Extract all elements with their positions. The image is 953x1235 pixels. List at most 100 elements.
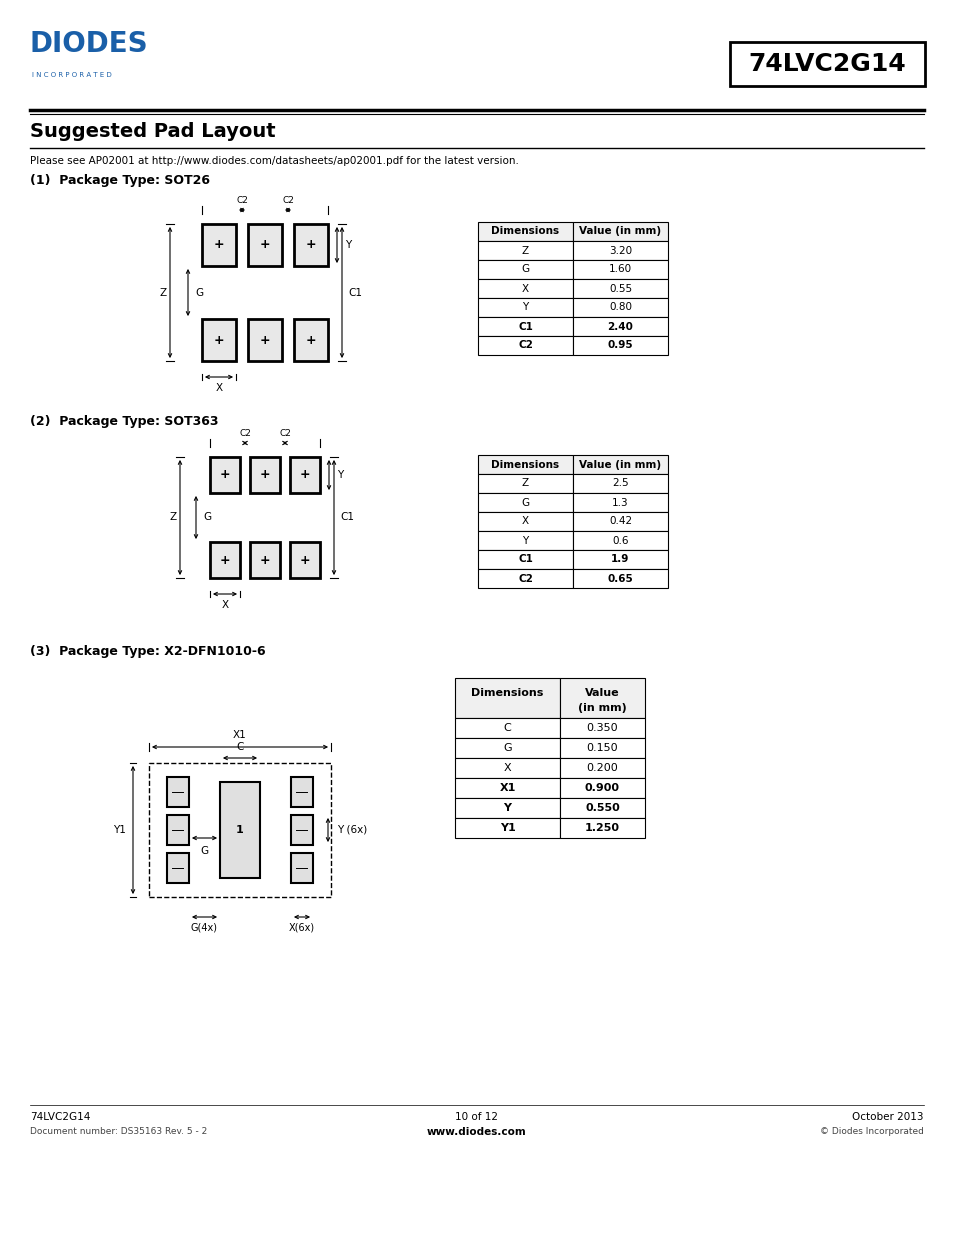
Text: X: X (521, 284, 529, 294)
Text: Suggested Pad Layout: Suggested Pad Layout (30, 122, 275, 141)
Bar (477, 493, 573, 513)
Text: Y1: Y1 (113, 825, 126, 835)
Bar (573, 298, 667, 317)
Bar (573, 454, 667, 474)
Text: G: G (521, 498, 529, 508)
Bar (477, 261, 573, 279)
Text: www.diodes.com: www.diodes.com (427, 1128, 526, 1137)
Bar (210, 542, 240, 578)
Text: Y (6x): Y (6x) (336, 825, 367, 835)
Text: Value: Value (584, 688, 619, 698)
Bar (455, 739, 559, 758)
Text: +: + (259, 238, 270, 252)
Text: +: + (259, 553, 270, 567)
Text: 10 of 12: 10 of 12 (455, 1112, 498, 1123)
Text: 0.80: 0.80 (608, 303, 631, 312)
Text: G: G (203, 513, 211, 522)
Bar (455, 718, 559, 739)
Bar (477, 474, 573, 493)
Bar (291, 777, 313, 806)
Text: +: + (259, 468, 270, 482)
Text: Y: Y (522, 536, 528, 546)
Bar (559, 818, 644, 839)
Text: C2: C2 (239, 429, 251, 438)
Bar (477, 336, 573, 354)
Text: +: + (219, 468, 230, 482)
Text: +: + (299, 553, 310, 567)
Text: C1: C1 (517, 555, 533, 564)
Bar (477, 279, 573, 298)
Text: DIODES: DIODES (30, 30, 149, 58)
Text: +: + (213, 238, 224, 252)
Bar (477, 298, 573, 317)
Text: G: G (521, 264, 529, 274)
Bar (248, 224, 282, 266)
Bar (573, 493, 667, 513)
Text: C: C (236, 742, 243, 752)
Bar (573, 241, 667, 261)
Text: +: + (259, 333, 270, 347)
Text: 1.3: 1.3 (612, 498, 628, 508)
Bar (573, 550, 667, 569)
Text: G: G (200, 846, 209, 856)
Text: X1: X1 (498, 783, 516, 793)
Text: © Diodes Incorporated: © Diodes Incorporated (820, 1128, 923, 1136)
Text: 0.900: 0.900 (584, 783, 619, 793)
Text: C2: C2 (279, 429, 291, 438)
Bar (202, 224, 235, 266)
Text: Please see AP02001 at http://www.diodes.com/datasheets/ap02001.pdf for the lates: Please see AP02001 at http://www.diodes.… (30, 156, 518, 165)
Bar (477, 454, 573, 474)
Bar (477, 513, 573, 531)
Bar (220, 782, 260, 878)
Text: 74LVC2G14: 74LVC2G14 (748, 52, 905, 77)
Text: 0.42: 0.42 (608, 516, 632, 526)
Text: +: + (299, 468, 310, 482)
Text: Z: Z (170, 513, 176, 522)
Bar (573, 336, 667, 354)
Bar (559, 739, 644, 758)
Bar (250, 457, 280, 493)
Text: C2: C2 (517, 573, 533, 583)
Bar (477, 317, 573, 336)
Bar (294, 319, 328, 361)
Bar (477, 550, 573, 569)
Bar (559, 758, 644, 778)
Text: Document number: DS35163 Rev. 5 - 2: Document number: DS35163 Rev. 5 - 2 (30, 1128, 207, 1136)
Text: 0.95: 0.95 (607, 341, 633, 351)
Text: 0.550: 0.550 (584, 803, 619, 813)
Text: X: X (221, 600, 229, 610)
Bar (477, 241, 573, 261)
Bar (477, 222, 573, 241)
Text: 1: 1 (236, 825, 244, 835)
Text: Dimensions: Dimensions (491, 459, 559, 469)
Text: +: + (305, 333, 316, 347)
Text: G: G (194, 288, 203, 298)
Text: Value (in mm): Value (in mm) (578, 226, 660, 236)
Bar (290, 457, 319, 493)
Text: 0.6: 0.6 (612, 536, 628, 546)
Bar (559, 718, 644, 739)
Text: (in mm): (in mm) (578, 703, 626, 713)
Text: 1.9: 1.9 (611, 555, 629, 564)
Bar (202, 319, 235, 361)
Text: C2: C2 (517, 341, 533, 351)
Text: Y: Y (345, 240, 351, 249)
Bar (290, 542, 319, 578)
Text: (3)  Package Type: X2-DFN1010-6: (3) Package Type: X2-DFN1010-6 (30, 645, 265, 658)
Bar (455, 758, 559, 778)
Bar (573, 474, 667, 493)
Text: C1: C1 (348, 288, 361, 298)
Text: 0.200: 0.200 (586, 763, 618, 773)
Text: X: X (503, 763, 511, 773)
Bar (455, 798, 559, 818)
Text: G: G (502, 743, 511, 753)
Text: C: C (503, 722, 511, 734)
Bar (294, 224, 328, 266)
Text: Z: Z (159, 288, 167, 298)
Text: 2.40: 2.40 (607, 321, 633, 331)
Bar (573, 531, 667, 550)
Text: G(4x): G(4x) (191, 923, 218, 932)
Text: C1: C1 (517, 321, 533, 331)
Bar (250, 542, 280, 578)
Bar (573, 513, 667, 531)
